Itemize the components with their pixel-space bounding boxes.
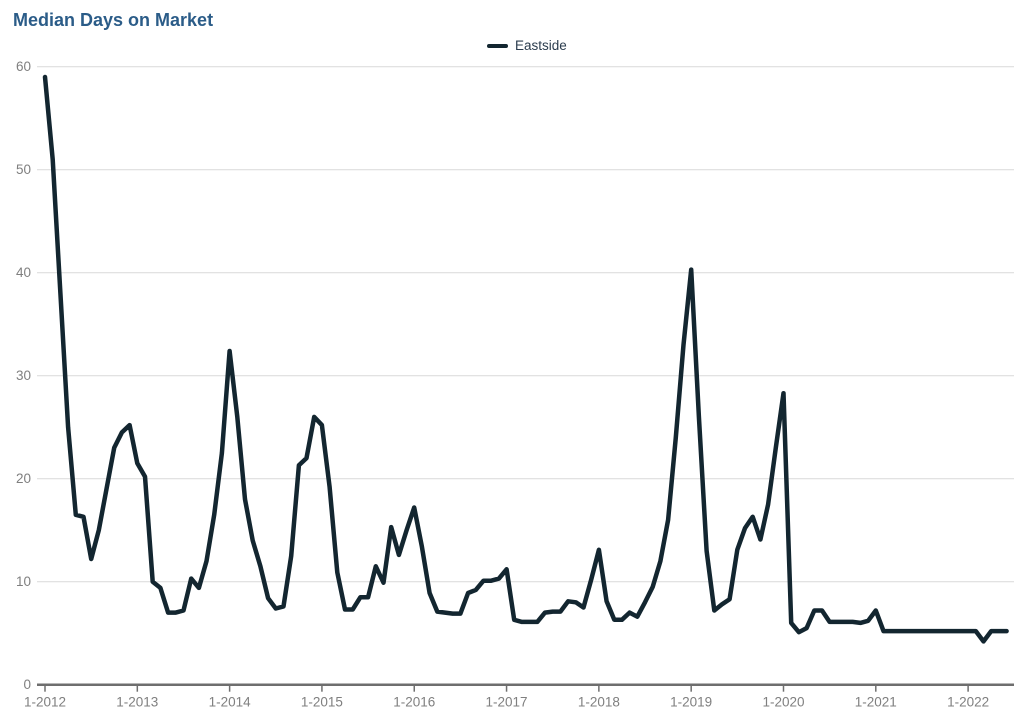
x-axis-tick-label: 1-2013: [116, 695, 158, 710]
page-title: Median Days on Market: [13, 10, 214, 30]
x-axis-tick-label: 1-2012: [24, 695, 66, 710]
eastside-line-swatch-icon: [487, 43, 508, 48]
x-axis-tick-label: 1-2017: [486, 695, 528, 710]
legend: Eastside: [487, 38, 567, 53]
x-axis-tick-label: 1-2022: [947, 695, 989, 710]
legend-label: Eastside: [515, 38, 567, 53]
x-axis-tick-label: 1-2020: [762, 695, 804, 710]
x-axis-tick-label: 1-2021: [855, 695, 897, 710]
y-axis-tick-label: 0: [23, 677, 31, 692]
y-axis-tick-label: 20: [16, 471, 31, 486]
y-axis-tick-label: 60: [16, 59, 31, 74]
x-axis-tick-label: 1-2014: [209, 695, 252, 710]
x-axis-tick-label: 1-2015: [301, 695, 343, 710]
y-axis-tick-label: 50: [16, 162, 31, 177]
x-axis-tick-label: 1-2019: [670, 695, 712, 710]
x-axis-tick-label: 1-2016: [393, 695, 435, 710]
eastside-data-line: [42, 74, 1009, 644]
y-axis-tick-label: 30: [16, 368, 31, 383]
x-axis-tick-label: 1-2018: [578, 695, 620, 710]
y-axis-tick-label: 40: [16, 265, 31, 280]
y-axis-tick-label: 10: [16, 574, 31, 589]
